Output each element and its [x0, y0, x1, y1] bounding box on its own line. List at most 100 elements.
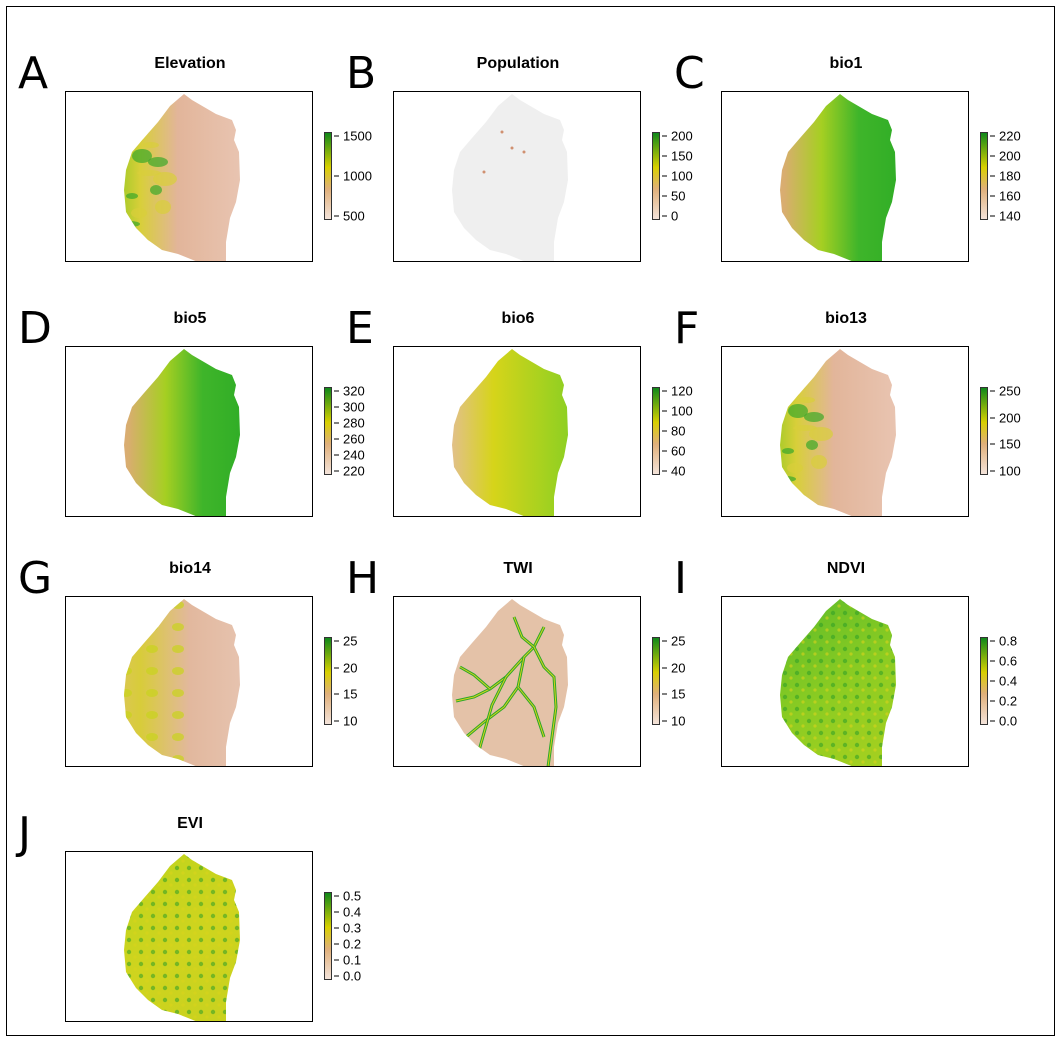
- panel-title: bio1: [829, 55, 863, 72]
- legend-tick-label: 15: [334, 687, 357, 702]
- legend-tick-label: 25: [334, 634, 357, 649]
- color-scale-bar: [980, 387, 988, 475]
- legend-tick-label: 10: [662, 714, 685, 729]
- map-panel-b: B Population 200 150 100 50 0: [328, 40, 693, 295]
- legend-tick-label: 20: [662, 660, 685, 675]
- panel-title: bio13: [825, 310, 867, 327]
- legend-tick-label: 200: [990, 410, 1021, 425]
- country-raster: [780, 349, 896, 516]
- legend-tick-label: 1000: [334, 169, 372, 184]
- map-panel-h: H TWI 25 20 15 10: [328, 545, 685, 800]
- legend-tick-label: 0.2: [990, 694, 1017, 709]
- legend-tick-label: 260: [334, 432, 365, 447]
- legend-tick-label: 10: [334, 714, 357, 729]
- panel-title: NDVI: [826, 560, 866, 577]
- legend-tick-label: 0.3: [334, 921, 361, 936]
- legend-tick-label: 120: [662, 384, 693, 399]
- color-scale-bar: [324, 637, 332, 725]
- legend-tick-label: 320: [334, 384, 365, 399]
- map-panel-j: J EVI 0.5 0.4 0.3 0.2 0.1 0.0: [0, 800, 361, 1055]
- map-frame: [393, 346, 641, 517]
- legend-tick-label: 40: [662, 464, 685, 479]
- legend-tick-label: 80: [662, 424, 685, 439]
- map-panel-a: A Elevation 1500 1000 500: [0, 40, 372, 295]
- raster-map: [780, 349, 896, 516]
- legend-tick-label: 100: [662, 169, 693, 184]
- raster-map: [124, 94, 240, 261]
- panel-letter: E: [346, 303, 374, 354]
- color-scale-bar: [652, 132, 660, 220]
- legend-tick-label: 0.2: [334, 937, 361, 952]
- panel-letter: H: [346, 553, 380, 604]
- legend-tick-label: 0.4: [334, 905, 361, 920]
- map-frame: [65, 596, 313, 767]
- map-panel-i: I NDVI 0.8 0.6 0.4 0.2 0.0: [656, 545, 1017, 800]
- map-frame: [393, 596, 641, 767]
- legend-tick-label: 220: [334, 464, 365, 479]
- panel-letter: B: [346, 48, 377, 99]
- legend-tick-label: 200: [662, 129, 693, 144]
- raster-map: [452, 349, 568, 516]
- legend-tick-label: 100: [662, 404, 693, 419]
- legend-tick-label: 0.1: [334, 953, 361, 968]
- panel-title: bio5: [173, 310, 207, 327]
- legend-tick-label: 60: [662, 444, 685, 459]
- legend-tick-label: 220: [990, 129, 1021, 144]
- legend-tick-label: 0.5: [334, 889, 361, 904]
- country-raster: [124, 599, 240, 766]
- map-frame: [393, 91, 641, 262]
- legend-tick-label: 0.0: [334, 969, 361, 984]
- legend-tick-label: 0: [662, 209, 678, 224]
- legend-tick-label: 180: [990, 169, 1021, 184]
- panel-title: EVI: [177, 815, 203, 832]
- map-frame: [65, 91, 313, 262]
- color-scale-bar: [652, 387, 660, 475]
- panel-title: bio6: [501, 310, 535, 327]
- panel-letter: J: [18, 808, 31, 859]
- color-scale-bar: [324, 892, 332, 980]
- panel-letter: A: [18, 48, 49, 99]
- country-raster: [124, 349, 240, 516]
- map-frame: [721, 596, 969, 767]
- color-scale-bar: [980, 637, 988, 725]
- raster-map: [452, 599, 568, 766]
- legend-tick-label: 100: [990, 464, 1021, 479]
- legend-tick-label: 150: [990, 437, 1021, 452]
- map-frame: [65, 851, 313, 1022]
- legend-tick-label: 300: [334, 400, 365, 415]
- legend-tick-label: 25: [662, 634, 685, 649]
- panel-title: Elevation: [154, 55, 226, 72]
- raster-map: [780, 94, 896, 261]
- population-cluster: [500, 130, 504, 134]
- map-frame: [65, 346, 313, 517]
- legend-tick-label: 200: [990, 149, 1021, 164]
- panel-letter: D: [18, 303, 52, 354]
- color-scale-bar: [980, 132, 988, 220]
- country-raster: [124, 94, 240, 261]
- legend-tick-label: 0.8: [990, 634, 1017, 649]
- legend-tick-label: 20: [334, 660, 357, 675]
- map-frame: [721, 346, 969, 517]
- color-scale-bar: [324, 132, 332, 220]
- raster-map: [780, 599, 896, 766]
- raster-map: [124, 599, 240, 766]
- country-raster: [780, 94, 896, 261]
- legend-tick-label: 15: [662, 687, 685, 702]
- legend-tick-label: 0.4: [990, 674, 1017, 689]
- population-cluster: [482, 170, 486, 174]
- panel-title: bio14: [169, 560, 211, 577]
- population-cluster: [510, 146, 514, 150]
- color-scale-bar: [324, 387, 332, 475]
- raster-map: [124, 349, 240, 516]
- legend-tick-label: 160: [990, 189, 1021, 204]
- raster-map: [452, 94, 568, 261]
- legend-tick-label: 0.6: [990, 654, 1017, 669]
- legend-tick-label: 500: [334, 209, 365, 224]
- legend-tick-label: 1500: [334, 129, 372, 144]
- panel-title: Population: [476, 55, 560, 72]
- color-scale-bar: [652, 637, 660, 725]
